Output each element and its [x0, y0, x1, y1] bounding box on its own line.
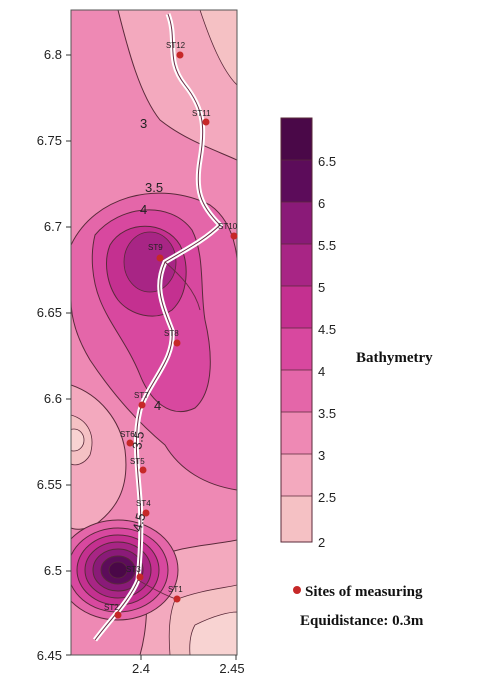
- site-label: ST5: [130, 457, 145, 466]
- site-st3: ST3: [126, 565, 144, 581]
- site-st1: ST1: [168, 585, 183, 603]
- scale-band-5-5-6: [281, 202, 312, 244]
- site-st6: ST6: [120, 430, 135, 447]
- site-marker-icon: [293, 586, 301, 594]
- site-label: ST12: [166, 41, 186, 50]
- y-tick-label: 6.7: [44, 219, 62, 234]
- site-label: ST2: [104, 603, 119, 612]
- y-tick-label: 6.75: [37, 133, 62, 148]
- site-st4: ST4: [136, 499, 151, 517]
- x-tick-label: 2.45: [219, 661, 244, 676]
- scale-label: 2: [318, 535, 325, 550]
- scale-label: 3: [318, 448, 325, 463]
- x-tick-label: 2.4: [132, 661, 150, 676]
- y-tick-label: 6.6: [44, 391, 62, 406]
- contour-label: 3.5: [129, 430, 147, 450]
- y-tick-label: 6.45: [37, 648, 62, 663]
- legend-title: Bathymetry: [356, 350, 433, 366]
- contour-labels: 3 3.5 4 4 3.5 4.5: [129, 116, 163, 533]
- scale-label: 3.5: [318, 406, 336, 421]
- site-label: ST11: [192, 109, 211, 118]
- contour-label: 4: [154, 398, 161, 413]
- site-st11: ST11: [192, 109, 211, 126]
- scale-label: 4.5: [318, 322, 336, 337]
- scale-band-2-2-5: [281, 496, 312, 542]
- contour-label: 4.5: [129, 511, 148, 532]
- site-st10: ST10: [218, 222, 238, 240]
- legend-sites: Sites of measuring: [293, 584, 423, 600]
- y-tick-label: 6.65: [37, 305, 62, 320]
- y-tick-label: 6.55: [37, 477, 62, 492]
- scale-band-3-3-5: [281, 412, 312, 454]
- site-label: ST3: [126, 565, 141, 574]
- site-label: ST1: [168, 585, 183, 594]
- site-label: ST4: [136, 499, 151, 508]
- scale-band-4-4-5: [281, 328, 312, 370]
- scale-label: 4: [318, 364, 325, 379]
- site-st5: ST5: [130, 457, 147, 474]
- site-label: ST8: [164, 329, 179, 338]
- contour-fill: [71, 10, 237, 655]
- scale-band-5-5-5: [281, 244, 312, 286]
- contour-label: 4: [140, 202, 147, 217]
- scale-label: 5.5: [318, 238, 336, 253]
- site-st12: ST12: [166, 41, 186, 59]
- equidistance-label: Equidistance: 0.3m: [300, 613, 424, 629]
- contour-label: 3.5: [145, 180, 163, 195]
- site-st7: ST7: [134, 391, 149, 409]
- scale-band-6-5-plus: [281, 118, 312, 160]
- scale-band-2-5-3: [281, 454, 312, 496]
- y-tick-label: 6.5: [44, 563, 62, 578]
- site-label: ST10: [218, 222, 238, 231]
- scale-band-4-5-5: [281, 286, 312, 328]
- y-axis: 6.8 6.75 6.7 6.65 6.6 6.55 6.5 6.45: [37, 47, 71, 663]
- contour-label: 3: [140, 116, 147, 131]
- map-frame: [70, 9, 238, 656]
- site-st9: ST9: [148, 243, 164, 262]
- scale-band-6-6-5: [281, 160, 312, 202]
- measurement-sites: ST12 ST11 ST10 ST9 ST8 ST7 ST6 ST5: [104, 41, 238, 619]
- sites-legend-label: Sites of measuring: [305, 584, 423, 600]
- site-st2: ST2: [104, 603, 122, 619]
- site-label: ST9: [148, 243, 163, 252]
- scale-band-3-5-4: [281, 370, 312, 412]
- y-tick-label: 6.8: [44, 47, 62, 62]
- x-axis: 2.4 2.45: [132, 655, 245, 676]
- site-st8: ST8: [164, 329, 181, 347]
- site-label: ST6: [120, 430, 135, 439]
- scale-label: 5: [318, 280, 325, 295]
- site-label: ST7: [134, 391, 149, 400]
- color-scale: 6.5 6 5.5 5 4.5 4 3.5 3 2.5 2: [280, 117, 336, 550]
- scale-label: 6: [318, 196, 325, 211]
- scale-label: 2.5: [318, 490, 336, 505]
- scale-label: 6.5: [318, 154, 336, 169]
